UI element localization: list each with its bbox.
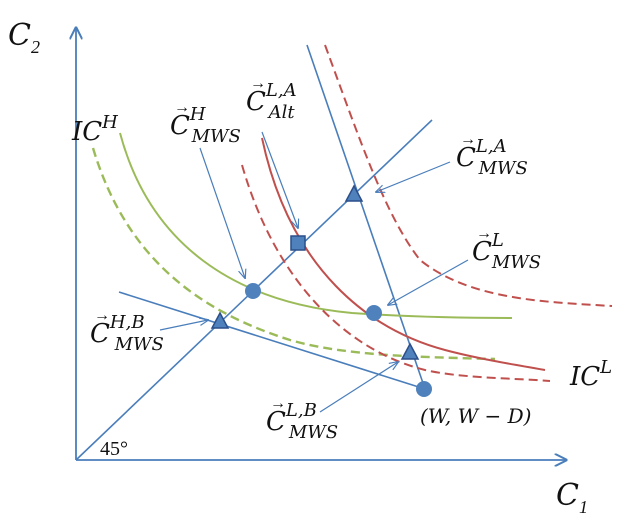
- ic-high-solid: [119, 132, 513, 319]
- point-c-mws-lb-triangle: [400, 342, 420, 360]
- ic-high-dashed: [91, 147, 496, 361]
- arrow-c-mws-h: [199, 147, 245, 278]
- arrow-c-mws-l: [388, 259, 469, 305]
- point-c-mws-h-circle: [245, 283, 261, 299]
- budget-line-a: [306, 44, 426, 390]
- point-endowment-circle: [416, 381, 432, 397]
- arrow-c-mws-lb: [319, 362, 398, 413]
- label-c-mws-h: → CH MWS: [170, 99, 241, 147]
- y-axis-label: C2: [8, 18, 40, 57]
- label-c-mws-l: → CL MWS: [472, 225, 541, 273]
- point-c-mws-l-circle: [366, 305, 382, 321]
- budget-line-b: [118, 291, 426, 390]
- svg-text:→: →: [94, 307, 110, 324]
- arrow-c-mws-la: [376, 161, 451, 192]
- ic-low-dashed-inner: [241, 164, 551, 382]
- svg-text:→: →: [460, 131, 476, 148]
- x-axis-label: C1: [556, 478, 588, 517]
- svg-text:→: →: [174, 99, 190, 116]
- ic-low-dashed-outer: [324, 44, 613, 307]
- ic-high-label: ICH: [71, 112, 118, 147]
- arrow-c-alt-la: [261, 131, 298, 228]
- ic-low-label: ICL: [569, 357, 612, 392]
- svg-text:→: →: [250, 75, 266, 92]
- point-c-mws-hb-triangle: [210, 311, 230, 329]
- label-endowment: (W, W − D): [420, 404, 531, 428]
- label-c-mws-lb: → CL,B MWS: [266, 395, 338, 443]
- label-c-mws-la: → CL,A MWS: [456, 131, 528, 179]
- arrow-c-mws-hb: [159, 320, 208, 331]
- label-c-alt-la: → CL,A Alt: [246, 75, 297, 123]
- svg-text:→: →: [476, 225, 492, 242]
- point-c-mws-la-triangle: [344, 184, 364, 202]
- point-c-alt-la-square: [290, 235, 306, 251]
- svg-text:→: →: [270, 395, 286, 412]
- angle-label: 45°: [100, 438, 128, 460]
- label-c-mws-hb: → CH,B MWS: [90, 307, 164, 355]
